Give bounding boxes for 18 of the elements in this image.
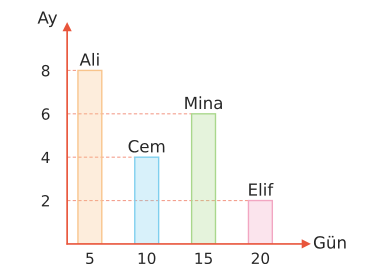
y-tick-label: 2 [42,195,49,206]
y-axis-title: Ay [38,11,58,28]
annotation: Ali [80,52,99,66]
y-tick-label: 4 [42,152,50,163]
annotation: Elif [249,183,274,196]
x-tick-label: 20 [252,252,270,264]
y-tick-label: 6 [42,108,50,120]
annotation: Mina [185,96,222,110]
y-tick-label: 8 [42,64,50,76]
bar [77,70,103,244]
bar [134,156,160,244]
x-axis-title: Gün [314,236,346,249]
x-tick-label: 15 [196,252,212,264]
x-tick-label: 10 [138,252,156,264]
annotation: Cem [128,140,164,153]
bar [248,200,274,244]
bar [190,113,216,244]
x-tick-label: 5 [86,252,94,264]
